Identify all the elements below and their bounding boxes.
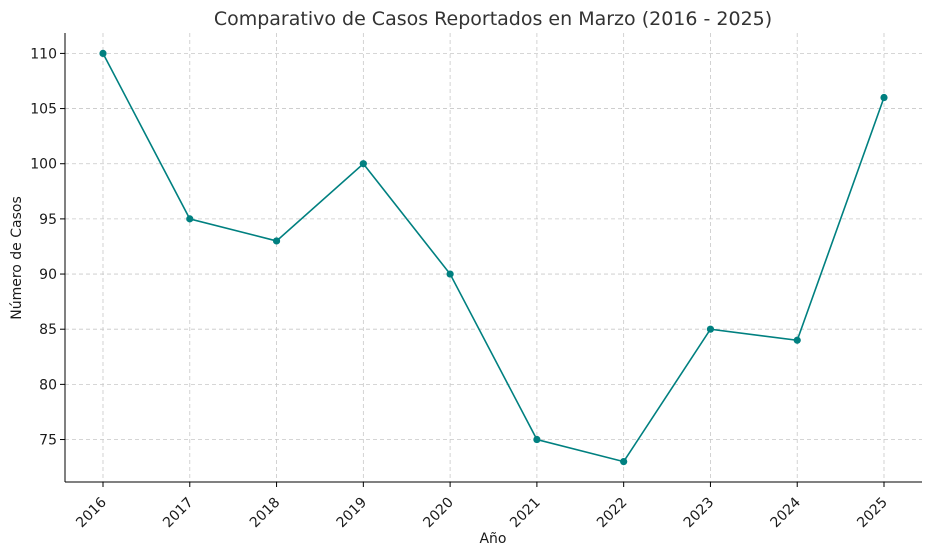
data-point xyxy=(186,215,194,223)
x-tick-label: 2022 xyxy=(594,495,631,532)
y-tick-label: 90 xyxy=(39,267,57,283)
y-tick-label: 105 xyxy=(30,102,57,118)
x-tick-label: 2019 xyxy=(334,495,371,532)
y-tick-label: 95 xyxy=(39,212,57,228)
x-tick-label: 2025 xyxy=(854,495,891,532)
axes xyxy=(64,33,922,483)
data-point xyxy=(620,457,628,466)
data-point xyxy=(99,49,107,58)
data-point xyxy=(793,336,801,344)
series-group xyxy=(99,49,888,466)
x-axis-ticks: 2016 2017 2018 2019 2020 2021 2022 2023 2024 2025 xyxy=(73,482,891,531)
data-point xyxy=(706,325,715,333)
y-tick-label: 75 xyxy=(39,433,57,449)
data-point xyxy=(359,160,367,168)
y-tick-label: 80 xyxy=(39,377,57,393)
series-line xyxy=(102,53,885,463)
x-axis-label: Año xyxy=(479,531,506,547)
y-axis-ticks: 75 80 85 90 95 100 105 110 xyxy=(30,46,65,449)
data-point xyxy=(272,237,281,245)
chart-title: Comparativo de Casos Reportados en Marzo… xyxy=(214,8,772,30)
y-tick-label: 110 xyxy=(30,46,57,62)
data-point xyxy=(880,93,888,102)
x-tick-label: 2017 xyxy=(160,495,197,532)
y-tick-label: 100 xyxy=(30,157,57,173)
x-tick-label: 2024 xyxy=(768,494,805,531)
data-point xyxy=(533,435,541,444)
x-tick-label: 2021 xyxy=(507,495,544,532)
x-tick-label: 2016 xyxy=(73,494,110,531)
x-tick-label: 2023 xyxy=(681,495,718,532)
x-tick-label: 2018 xyxy=(247,495,284,532)
x-tick-label: 2020 xyxy=(420,495,457,532)
grid xyxy=(65,33,922,482)
y-axis-label: Número de Casos xyxy=(9,196,25,320)
data-point xyxy=(446,270,454,278)
y-tick-label: 85 xyxy=(39,322,57,338)
